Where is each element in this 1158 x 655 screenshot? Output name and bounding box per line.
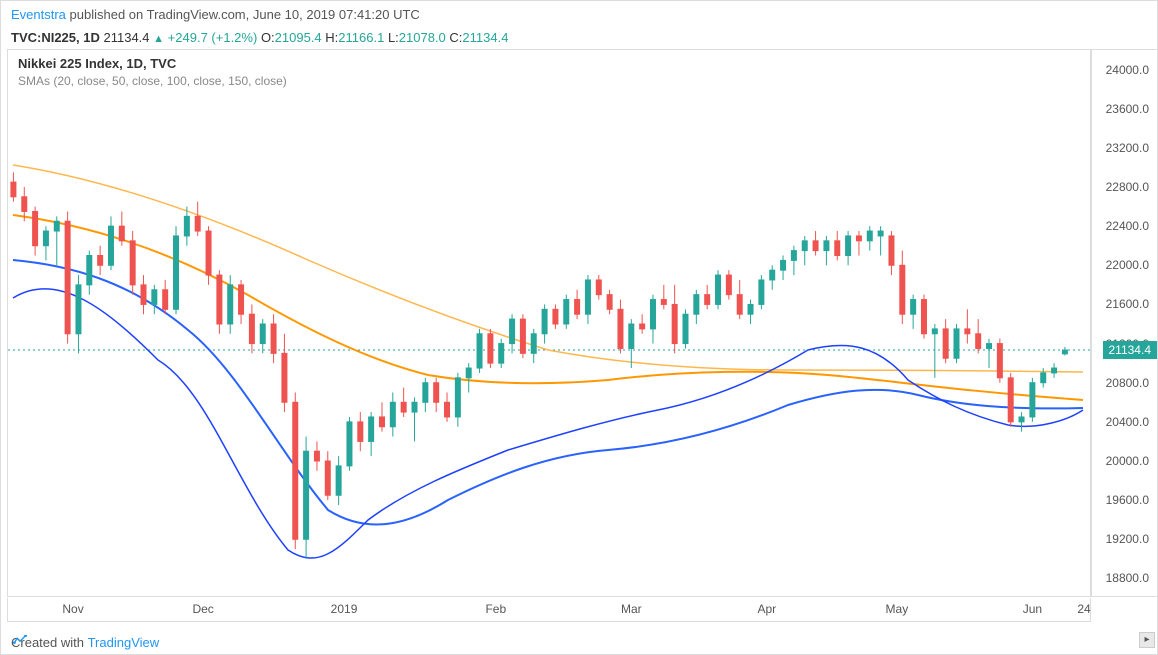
y-tick: 20000.0 [1106,454,1149,468]
c-label: C: [449,30,462,45]
chart-area[interactable]: Nikkei 225 Index, 1D, TVC SMAs (20, clos… [7,49,1091,597]
x-tick: Mar [621,602,642,616]
x-axis[interactable]: Nov Dec 2019 Feb Mar Apr May Jun 24 [7,598,1091,622]
h-label: H: [325,30,338,45]
y-tick: 19200.0 [1106,532,1149,546]
y-tick: 19600.0 [1106,493,1149,507]
tradingview-name: TradingView [88,635,160,650]
y-tick: 21600.0 [1106,297,1149,311]
publish-text: published on TradingView.com, [66,7,253,22]
x-tick: Dec [192,602,213,616]
h-value: 21166.1 [338,30,384,45]
y-tick: 22800.0 [1106,180,1149,194]
chart-svg [8,50,1092,598]
ticker-change-pct: (+1.2%) [211,30,257,45]
c-value: 21134.4 [462,30,508,45]
x-tick: Feb [485,602,506,616]
up-arrow-icon: ▲ [153,33,164,45]
o-value: 21095.4 [275,30,322,45]
l-label: L: [388,30,399,45]
ticker-row: TVC:NI225, 1D 21134.4 ▲ +249.7 (+1.2%) O… [1,28,1157,47]
y-tick: 23200.0 [1106,141,1149,155]
o-label: O: [261,30,275,45]
x-tick: Nov [62,602,83,616]
publish-header: Eventstra published on TradingView.com, … [1,1,1157,28]
y-tick: 18800.0 [1106,571,1149,585]
ticker-symbol: TVC:NI225, 1D [11,30,100,45]
y-tick: 22400.0 [1106,219,1149,233]
x-tick-end: 24 [1077,602,1090,616]
tradingview-logo-icon [13,635,27,646]
y-tick: 20400.0 [1106,415,1149,429]
x-tick: Apr [757,602,776,616]
l-value: 21078.0 [399,30,446,45]
footer: Created with TradingView [11,635,159,650]
x-tick: Jun [1023,602,1042,616]
y-axis[interactable]: 24000.0 23600.0 23200.0 22800.0 22400.0 22000… [1091,49,1157,597]
scroll-right-button[interactable]: ▸ [1139,632,1155,648]
x-tick: May [886,602,909,616]
current-price-label: 21134.4 [1103,341,1158,359]
y-tick: 24000.0 [1106,63,1149,77]
ticker-last: 21134.4 [104,30,150,45]
ticker-change: +249.7 [168,30,208,45]
y-tick: 23600.0 [1106,102,1149,116]
x-tick: 2019 [331,602,358,616]
publish-date: June 10, 2019 07:41:20 UTC [253,7,420,22]
y-tick: 20800.0 [1106,376,1149,390]
author-name: Eventstra [11,7,66,22]
y-tick: 22000.0 [1106,258,1149,272]
